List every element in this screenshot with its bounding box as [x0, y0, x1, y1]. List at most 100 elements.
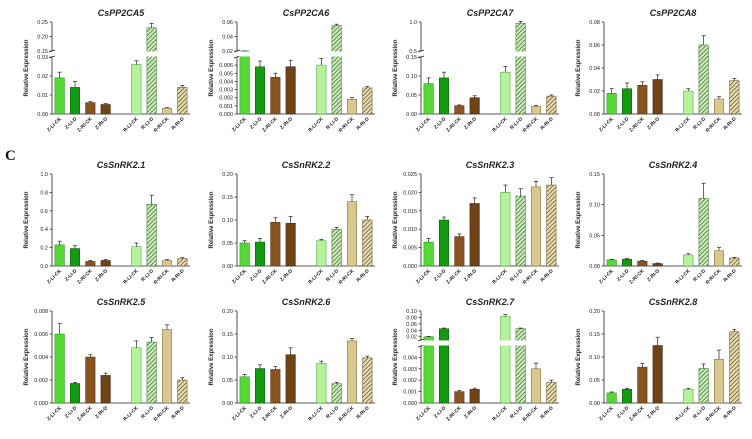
y-tick-label: 0.005	[219, 71, 233, 77]
y-tick-label: 1.0	[409, 20, 417, 26]
x-tick-label: Z-RI-D	[463, 405, 478, 420]
x-tick-label: R-RI-D	[356, 405, 372, 421]
y-axis-label: Relative Expression	[393, 191, 399, 248]
x-tick-label: R-RI-D	[540, 268, 556, 284]
panel-label: C	[5, 148, 16, 164]
bar-z-li-d	[621, 88, 633, 115]
y-tick-label: 0.15	[222, 195, 233, 201]
bar-z-ri-ck	[454, 105, 465, 115]
bar-break-gap	[514, 51, 527, 57]
bar-z-ri-ck	[85, 356, 96, 404]
bar-r-li-d	[698, 368, 709, 404]
y-tick-label: 0.00	[589, 401, 600, 407]
x-tick-label: R-RI-CK	[705, 405, 723, 423]
x-tick-label: R-RI-D	[723, 268, 739, 284]
x-tick-label: R-RI-CK	[705, 268, 723, 286]
y-tick-label: 0.015	[403, 209, 417, 215]
bar-z-li-ck	[54, 244, 65, 267]
y-tick-label: 0.01	[37, 93, 48, 99]
x-tick-label: Z-RI-CK	[628, 268, 646, 286]
bar-z-ri-d	[285, 66, 296, 115]
y-axis-label: Relative Expression	[393, 39, 399, 96]
bar-z-ri-d	[652, 79, 663, 115]
chart-cspp2ca7: CsPP2CA7 Relative Expression 0.00 0.05 0.10 0…	[393, 8, 559, 134]
x-tick-label: R-RI-CK	[153, 268, 171, 286]
y-tick-label: 0.00	[37, 112, 48, 118]
x-tick-label: Z-LI-CK	[231, 116, 248, 133]
y-tick-label: 0.02	[589, 89, 600, 95]
x-tick-label: R-LI-CK	[307, 405, 325, 423]
y-axis-label: Relative Expression	[209, 191, 215, 248]
bar-r-ri-d	[546, 95, 557, 115]
bar-r-li-d	[698, 44, 709, 115]
x-tick-label: Z-LI-CK	[231, 268, 248, 285]
y-tick-label: 0.15	[37, 49, 48, 55]
chart-title: CsSnRK2.7	[466, 297, 516, 307]
bar-z-li-d	[254, 368, 266, 404]
y-tick-label: 0.02	[37, 74, 48, 80]
bar-z-li-d	[254, 66, 266, 115]
x-tick-label: Z-LI-CK	[415, 405, 432, 422]
bar-z-ri-ck	[270, 369, 281, 404]
bar-z-li-d	[621, 259, 633, 267]
y-tick-label: 0.05	[589, 378, 600, 384]
bar-z-li-ck	[606, 392, 617, 404]
y-tick-label: 0.00	[589, 264, 600, 270]
x-tick-label: R-RI-CK	[705, 116, 723, 134]
y-tick-label: 0.002	[219, 96, 233, 102]
chart-cssnrk2-5: CsSnRK2.5 Relative Expression 0.000 0.002 0.…	[24, 297, 190, 423]
bar-z-ri-ck	[454, 236, 465, 267]
bar-z-li-ck	[54, 333, 65, 404]
bar-r-ri-d	[362, 357, 373, 404]
y-tick-label: 0.10	[406, 74, 417, 80]
y-tick-label: 0.05	[222, 241, 233, 247]
x-tick-label: R-RI-D	[540, 116, 556, 132]
y-tick-label: 0.2	[40, 246, 48, 252]
x-tick-label: R-LI-CK	[674, 268, 692, 286]
bar-z-li-d	[69, 383, 81, 404]
x-tick-label: R-RI-D	[723, 116, 739, 132]
y-tick-label: 0.00	[406, 112, 417, 118]
bar-r-li-d	[331, 383, 342, 404]
bar-r-li-d	[515, 195, 526, 267]
x-tick-label: Z-RI-D	[279, 116, 294, 131]
bar-r-li-ck	[500, 316, 511, 404]
y-tick-label: 0.002	[403, 378, 417, 384]
bar-r-li-ck	[316, 240, 327, 267]
chart-cspp2ca8: CsPP2CA8 Relative Expression 0.00 0.02 0.04 0…	[576, 8, 742, 134]
y-axis-label: Relative Expression	[209, 39, 215, 96]
bar-z-ri-ck	[454, 391, 465, 404]
x-tick-label: Z-RI-D	[279, 268, 294, 283]
x-tick-label: R-LI-CK	[674, 116, 692, 134]
x-tick-label: Z-RI-D	[94, 405, 109, 420]
y-tick-label: 0.06	[589, 43, 600, 49]
y-tick-label: 0.02	[406, 335, 417, 341]
bar-z-ri-ck	[637, 366, 648, 404]
x-tick-label: Z-RI-CK	[445, 268, 463, 286]
x-tick-label: Z-RI-D	[646, 268, 661, 283]
x-tick-label: Z-RI-CK	[261, 268, 279, 286]
y-tick-label: 0.05	[222, 378, 233, 384]
x-tick-label: Z-RI-CK	[261, 116, 279, 134]
chart-cssnrk2-2: CsSnRK2.2 Relative Expression 0.00 0.05 0.10…	[209, 160, 375, 286]
y-tick-label: 0.06	[406, 322, 417, 328]
bar-r-ri-d	[729, 331, 740, 404]
bar-r-li-d	[515, 328, 526, 404]
bar-r-ri-ck	[346, 201, 358, 267]
bar-r-ri-ck	[161, 329, 173, 404]
bar-z-ri-d	[469, 203, 480, 267]
bar-z-li-ck	[239, 242, 250, 267]
bar-z-ri-d	[100, 260, 111, 267]
y-tick-label: 0.001	[403, 390, 417, 396]
bar-z-ri-d	[469, 389, 480, 404]
y-tick-label: 0.15	[406, 55, 417, 61]
x-tick-label: R-RI-D	[171, 116, 187, 132]
chart-title: CsPP2CA6	[283, 8, 331, 18]
bar-z-li-ck	[606, 259, 617, 267]
bar-z-ri-ck	[85, 102, 96, 115]
bar-z-ri-d	[100, 104, 111, 115]
y-tick-label: 0.04	[589, 66, 600, 72]
bar-r-ri-ck	[161, 108, 173, 115]
chart-title: CsPP2CA8	[650, 8, 697, 18]
y-tick-label: 0.00	[589, 112, 600, 118]
